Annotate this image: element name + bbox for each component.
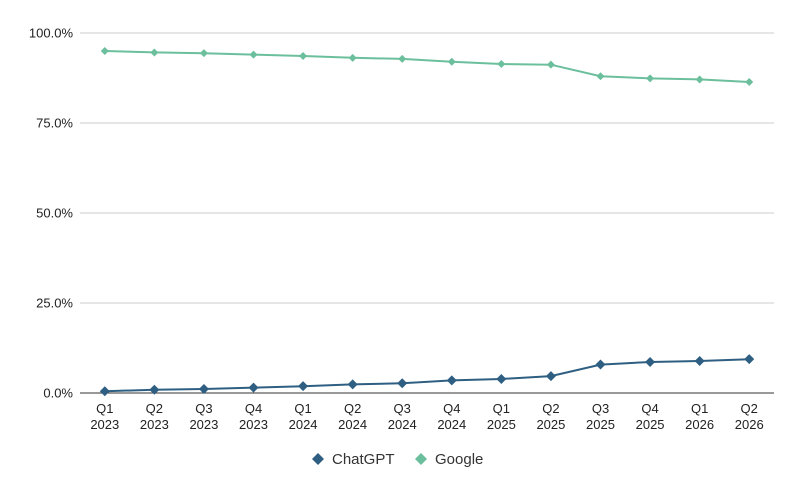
series-chatgpt: [99, 354, 755, 397]
legend-marker: [415, 453, 427, 465]
data-point: [398, 54, 407, 63]
data-point: [249, 50, 258, 59]
data-point: [248, 382, 259, 393]
data-point: [596, 72, 605, 81]
data-point: [645, 357, 656, 368]
data-point: [397, 378, 408, 389]
data-point: [744, 354, 755, 365]
data-point: [595, 359, 606, 370]
data-point: [545, 371, 556, 382]
legend: ChatGPT Google: [312, 451, 483, 468]
legend-marker: [312, 453, 324, 465]
x-tick-label: Q1 2024: [289, 401, 318, 432]
data-point: [496, 373, 507, 384]
data-point: [299, 52, 308, 61]
data-point: [745, 77, 754, 86]
legend-label: ChatGPT: [332, 451, 395, 468]
legend-label: Google: [435, 451, 483, 468]
series-line: [104, 50, 750, 83]
y-tick-label: 75.0%: [36, 116, 73, 131]
data-point: [100, 47, 109, 55]
x-tick-label: Q2 2025: [536, 401, 565, 432]
x-tick-label: Q4 2023: [239, 401, 268, 432]
x-tick-label: Q4 2024: [437, 401, 466, 432]
data-point: [447, 57, 456, 66]
y-tick-label: 50.0%: [36, 206, 73, 221]
data-point: [99, 386, 110, 397]
data-point: [497, 59, 506, 68]
data-point: [695, 75, 704, 84]
data-point: [199, 49, 208, 58]
data-point: [150, 48, 159, 57]
data-point: [446, 375, 457, 386]
x-tick-label: Q2 2024: [338, 401, 367, 432]
x-tick-label: Q2 2026: [735, 401, 764, 432]
y-tick-label: 25.0%: [36, 296, 73, 311]
y-tick-label: 0.0%: [43, 386, 73, 401]
gridlines: [80, 32, 774, 304]
y-axis-ticks: 0.0% 25.0% 50.0% 75.0% 100.0%: [29, 26, 74, 401]
data-point: [347, 379, 358, 390]
data-point: [348, 53, 357, 62]
y-tick-label: 100.0%: [29, 26, 74, 41]
data-point: [546, 60, 555, 69]
x-tick-label: Q3 2025: [586, 401, 615, 432]
x-tick-label: Q1 2026: [685, 401, 714, 432]
series-lines: [99, 47, 755, 397]
x-tick-label: Q1 2025: [487, 401, 516, 432]
x-tick-label: Q3 2024: [388, 401, 417, 432]
series-google: [100, 47, 754, 86]
x-tick-label: Q3 2023: [189, 401, 218, 432]
x-tick-label: Q2 2023: [140, 401, 169, 432]
x-tick-label: Q1 2023: [90, 401, 119, 432]
x-tick-label: Q4 2025: [636, 401, 665, 432]
data-point: [694, 355, 705, 366]
data-point: [298, 381, 309, 392]
data-point: [646, 74, 655, 83]
series-line: [104, 358, 750, 393]
data-point: [198, 384, 209, 395]
x-axis-ticks: Q1 2023 Q2 2023 Q3 2023 Q4 2023 Q1 2024 Q2 2024 Q3 20…: [90, 401, 763, 432]
data-point: [149, 384, 160, 395]
